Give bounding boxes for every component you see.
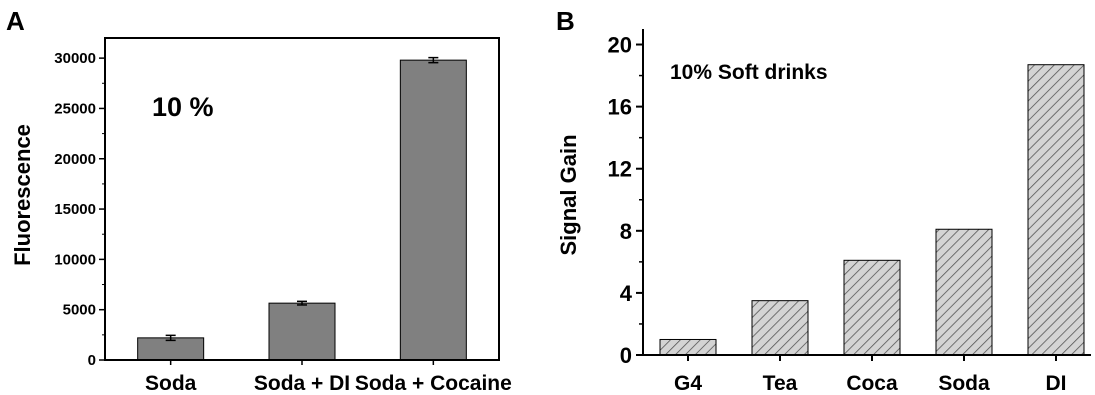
panel-b-category-labels: G4 Tea Coca Soda DI xyxy=(674,355,1067,395)
panel-b-bar xyxy=(843,259,901,356)
panel-a-error-bar xyxy=(297,300,307,306)
panel-a-category-label: Soda xyxy=(145,372,197,395)
panel-a-y-tick-label: 0 xyxy=(88,352,96,369)
panel-b-bar xyxy=(1027,64,1085,356)
panel-b-bar xyxy=(659,338,717,356)
panel-a-bar xyxy=(137,337,205,361)
panel-b: B Signal Gain 10% Soft drinks 048121620 … xyxy=(556,6,1091,395)
panel-b-category-label: Soda xyxy=(938,372,990,395)
panel-b-y-tick-label: 4 xyxy=(620,281,633,306)
panel-a-y-tick-label: 10000 xyxy=(54,251,96,268)
panel-a-error-bar xyxy=(165,334,176,342)
panel-a-bar xyxy=(268,302,336,361)
panel-a-bar xyxy=(399,59,467,361)
panel-a-annotation: 10 % xyxy=(152,92,214,122)
panel-a-letter: A xyxy=(6,6,25,36)
panel-b-category-label: Tea xyxy=(763,372,798,395)
panel-b-bar xyxy=(935,228,993,356)
panel-a-category-label: Soda + Cocaine xyxy=(355,372,512,395)
panel-a-bars xyxy=(137,56,467,361)
panel-b-category-label: G4 xyxy=(674,372,702,395)
panel-b-y-ticks: 0 4 8 12 16 20 xyxy=(608,33,643,368)
panel-b-y-tick-label: 20 xyxy=(608,33,632,58)
panel-b-bars xyxy=(659,64,1085,356)
panel-b-y-tick-label: 16 xyxy=(608,95,632,120)
panel-a-y-tick-label: 5000 xyxy=(63,302,96,319)
panel-b-letter: B xyxy=(556,6,575,36)
panel-a: A Fluorescence 10 % 0 5000 10000 15000 20000… xyxy=(6,6,512,395)
panel-a-y-axis-title: Fluorescence xyxy=(10,124,35,266)
panel-b-bar xyxy=(751,300,809,356)
panel-a-y-tick-label: 15000 xyxy=(54,201,96,218)
panel-b-y-tick-label: 0 xyxy=(620,343,632,368)
panel-a-y-tick-label: 25000 xyxy=(54,100,96,117)
panel-b-y-axis-title: Signal Gain xyxy=(556,134,581,255)
panel-b-y-tick-label: 12 xyxy=(608,157,632,182)
panel-a-category-labels: Soda Soda + DI Soda + Cocaine xyxy=(145,360,512,395)
panel-a-category-label: Soda + DI xyxy=(254,372,350,395)
panel-a-frame xyxy=(104,37,500,361)
panel-a-y-ticks: 0 5000 10000 15000 20000 25000 30000 xyxy=(54,50,105,369)
panel-a-y-tick-label: 20000 xyxy=(54,151,96,168)
panel-b-annotation: 10% Soft drinks xyxy=(670,61,828,84)
panel-b-category-label: Coca xyxy=(846,372,898,395)
panel-a-y-tick-label: 30000 xyxy=(54,50,96,67)
panel-b-y-tick-label: 8 xyxy=(620,219,632,244)
panel-b-category-label: DI xyxy=(1046,372,1067,395)
panel-a-error-bar xyxy=(428,56,439,64)
